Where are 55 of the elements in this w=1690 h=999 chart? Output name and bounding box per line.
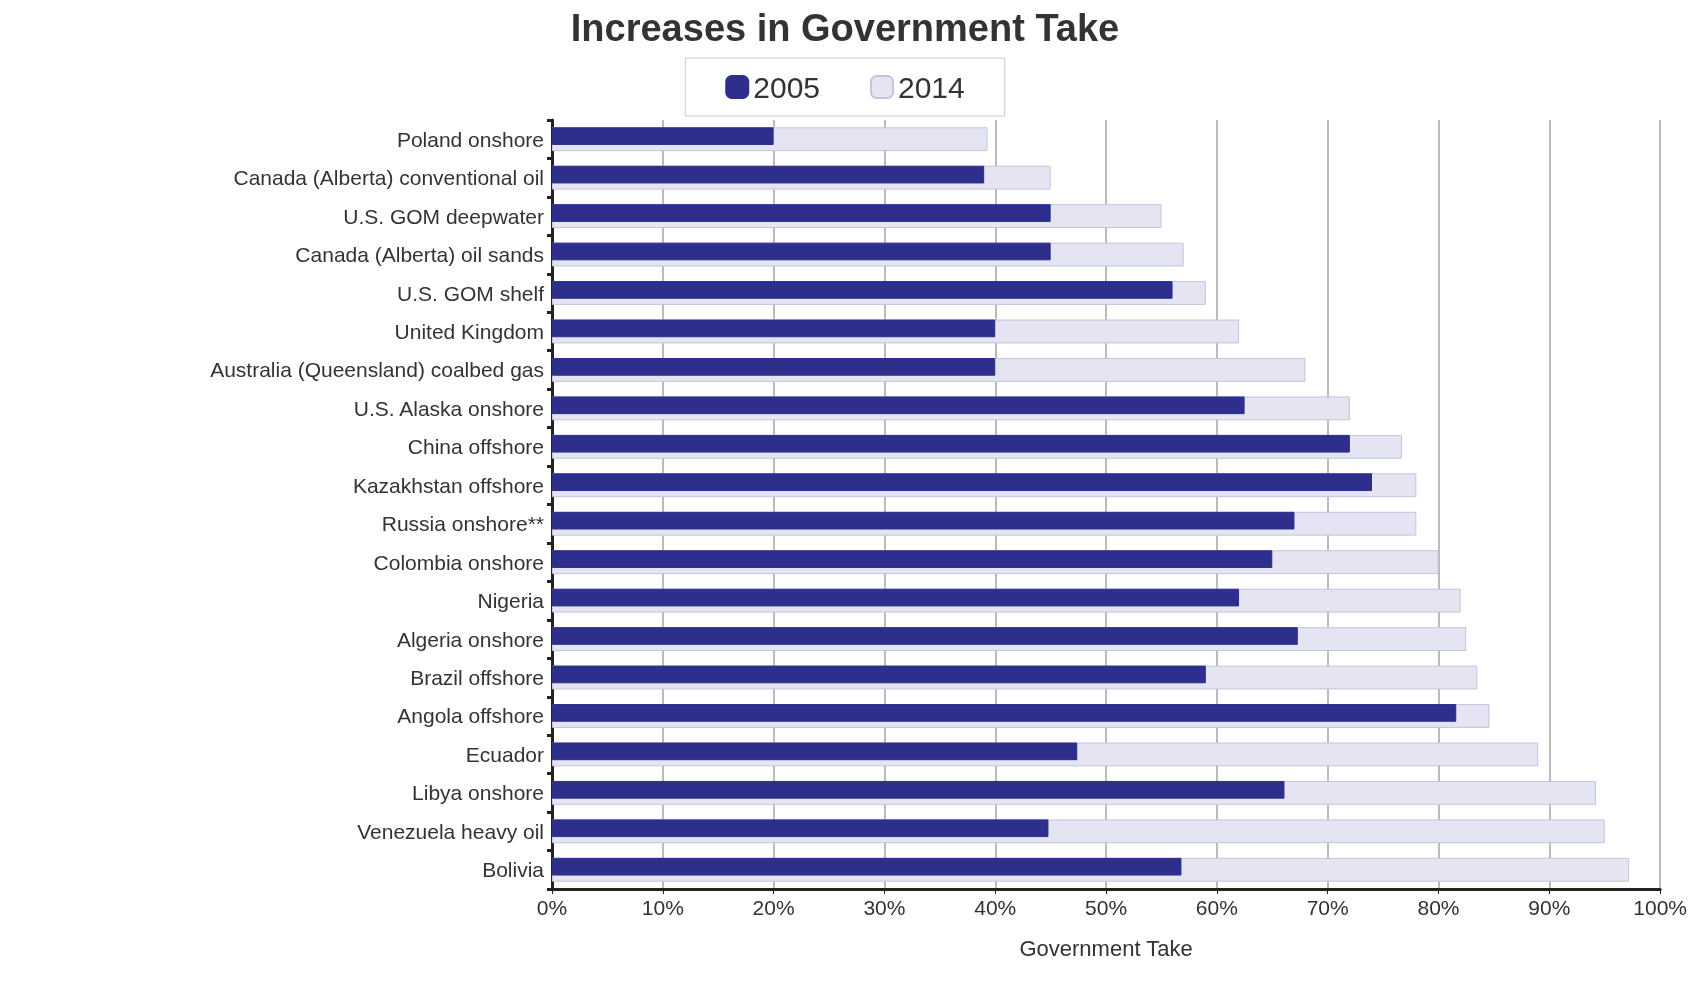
y-tick-label: Australia (Queensland) coalbed gas bbox=[210, 358, 544, 382]
y-tick-label: Libya onshore bbox=[412, 781, 544, 805]
y-tick-label: Ecuador bbox=[465, 742, 544, 766]
x-tick-label: 90% bbox=[1528, 896, 1571, 919]
y-tick-label: China offshore bbox=[407, 435, 544, 459]
y-tick-label: Venezuela heavy oil bbox=[357, 819, 544, 843]
bar bbox=[552, 511, 1295, 530]
bar bbox=[552, 281, 1173, 299]
x-tick-label: 70% bbox=[1306, 896, 1349, 919]
y-tick-label: U.S. GOM deepwater bbox=[343, 204, 544, 228]
bar bbox=[552, 780, 1285, 799]
y-tick-label: Canada (Alberta) oil sands bbox=[295, 243, 544, 267]
chart-title: Increases in Government Take bbox=[570, 7, 1120, 49]
y-tick-label: U.S. GOM shelf bbox=[396, 281, 545, 305]
y-tick-label: Algeria onshore bbox=[396, 627, 544, 651]
x-tick-label: 80% bbox=[1417, 896, 1460, 919]
x-tick-label: 0% bbox=[536, 896, 568, 919]
bar bbox=[552, 819, 1049, 838]
legend-label: 2005 bbox=[753, 70, 821, 104]
x-tick-label: 60% bbox=[1195, 896, 1238, 919]
y-tick-label: Bolivia bbox=[482, 858, 545, 882]
bar bbox=[552, 165, 985, 184]
bar bbox=[552, 396, 1245, 415]
x-tick-label: 50% bbox=[1085, 896, 1128, 919]
bar bbox=[552, 704, 1457, 722]
x-tick-label: 40% bbox=[974, 896, 1017, 919]
y-tick-label: Angola offshore bbox=[397, 704, 544, 728]
legend-label: 2014 bbox=[898, 70, 965, 104]
bar bbox=[552, 742, 1078, 761]
bar bbox=[552, 550, 1273, 568]
y-tick-label: Brazil offshore bbox=[410, 666, 544, 690]
bar bbox=[552, 473, 1373, 492]
bar bbox=[552, 127, 774, 145]
x-tick-label: 20% bbox=[752, 896, 795, 919]
x-tick-label: 100% bbox=[1633, 896, 1687, 919]
y-tick-label: Poland onshore bbox=[396, 127, 544, 151]
bar bbox=[552, 665, 1206, 684]
bar bbox=[552, 242, 1051, 261]
bar bbox=[552, 627, 1298, 645]
bar bbox=[552, 857, 1182, 876]
x-axis-title: Government Take bbox=[1019, 935, 1193, 961]
y-tick-label: Nigeria bbox=[477, 589, 545, 613]
bar bbox=[552, 204, 1051, 222]
bar bbox=[552, 588, 1240, 607]
bar bbox=[552, 434, 1350, 453]
bar bbox=[552, 358, 996, 376]
y-tick-label: Canada (Alberta) conventional oil bbox=[233, 166, 544, 190]
y-tick-label: Kazakhstan offshore bbox=[352, 473, 544, 497]
x-tick-label: 10% bbox=[641, 896, 684, 919]
y-tick-label: U.S. Alaska onshore bbox=[353, 396, 544, 420]
y-tick-label: United Kingdom bbox=[394, 319, 544, 343]
y-tick-label: Russia onshore** bbox=[381, 512, 544, 536]
y-tick-label: Colombia onshore bbox=[373, 550, 544, 574]
bar bbox=[552, 319, 996, 338]
x-tick-label: 30% bbox=[863, 896, 906, 919]
